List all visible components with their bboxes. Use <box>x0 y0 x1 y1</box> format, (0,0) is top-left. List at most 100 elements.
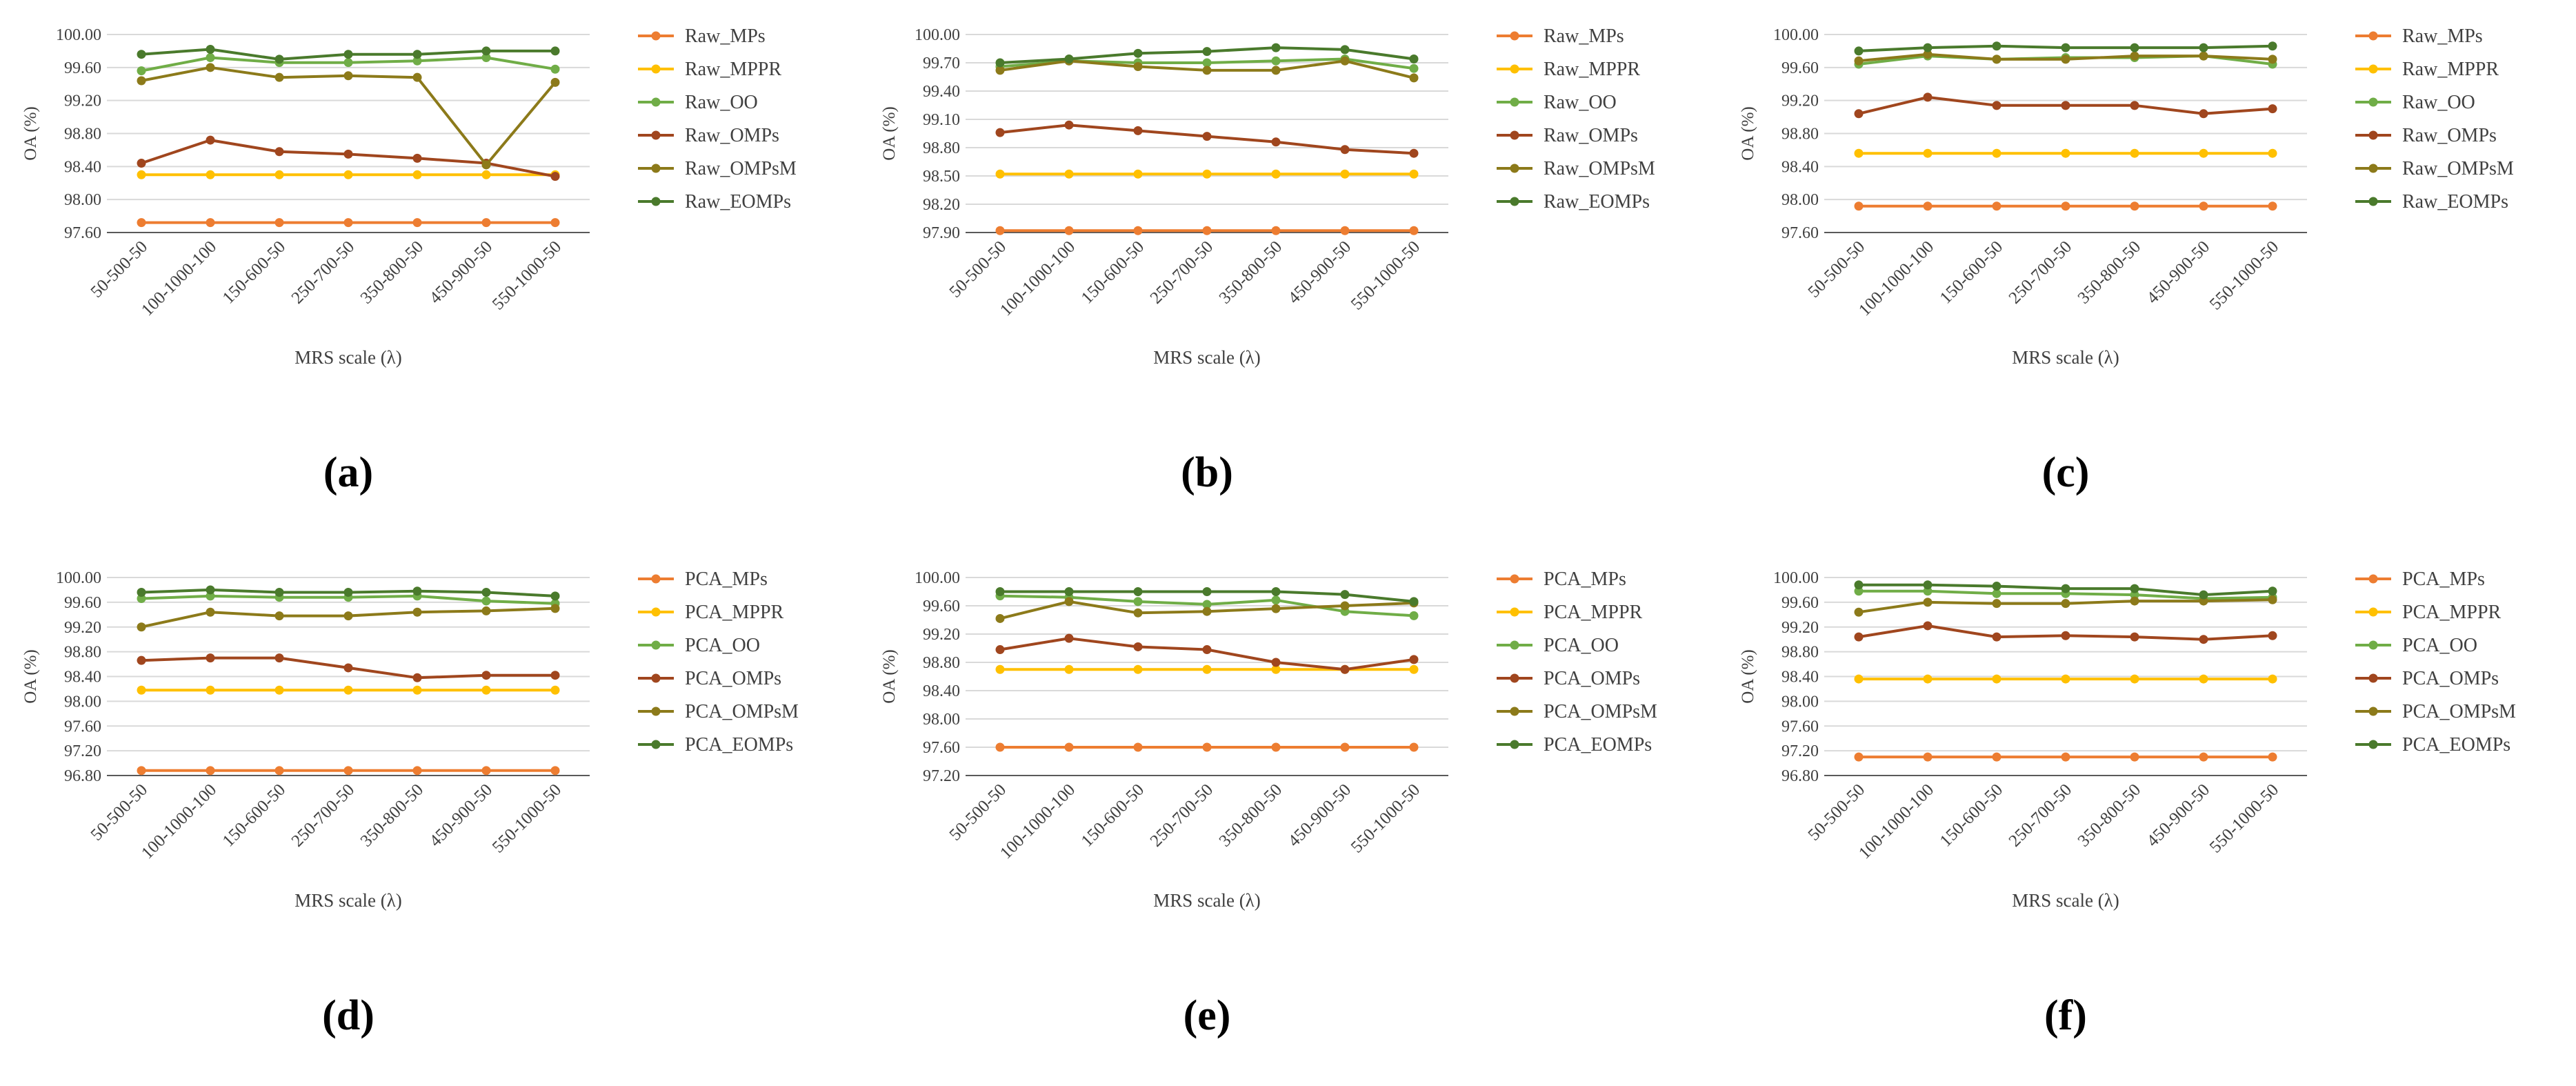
data-point-omps <box>274 653 284 663</box>
data-point-mps <box>343 218 353 228</box>
data-point-oo <box>1409 63 1419 73</box>
data-point-omps <box>137 159 146 168</box>
x-tick-label: 50-500-50 <box>88 237 152 302</box>
y-tick-label: 100.00 <box>915 569 960 587</box>
data-point-mppr <box>2268 148 2277 158</box>
x-tick-label: 350-800-50 <box>2075 237 2145 308</box>
legend-label: Raw_MPs <box>2402 26 2483 47</box>
legend-label: PCA_OMPs <box>685 668 781 689</box>
data-point-eomps <box>1854 46 1864 56</box>
data-point-mppr <box>1854 674 1864 684</box>
data-point-ompsm <box>1271 66 1281 75</box>
data-point-ompsm <box>550 77 560 87</box>
data-point-mps <box>1133 226 1143 235</box>
data-point-mppr <box>137 685 146 695</box>
data-point-ompsm <box>1923 50 1933 59</box>
legend-label: PCA_EOMPs <box>2402 734 2510 756</box>
data-point-omps <box>1409 148 1419 158</box>
y-tick-label: 97.60 <box>923 739 960 757</box>
y-axis-title: OA (%) <box>21 649 40 703</box>
data-point-eomps <box>2199 43 2208 52</box>
data-point-mps <box>2061 752 2070 762</box>
chart-svg: 97.60 98.00 98.40 98.80 99.20 99.60 100.00 50-5… <box>21 26 797 368</box>
x-tick-label: 150-600-50 <box>1937 237 2007 308</box>
data-point-omps <box>2268 631 2277 640</box>
y-tick-label: 98.80 <box>923 139 960 157</box>
data-point-ompsm <box>1133 61 1143 71</box>
legend-swatch-marker <box>1510 197 1519 206</box>
data-point-eomps <box>2130 584 2139 593</box>
y-tick-label: 99.20 <box>64 92 101 110</box>
data-point-omps <box>550 671 560 680</box>
data-point-omps <box>1340 145 1350 155</box>
data-point-mppr <box>1202 169 1212 179</box>
legend-swatch-marker <box>2368 31 2378 41</box>
data-point-ompsm <box>1202 606 1212 616</box>
y-tick-label: 97.90 <box>923 224 960 242</box>
y-tick-label: 99.20 <box>923 626 960 644</box>
data-point-oo <box>2130 590 2139 600</box>
x-tick-label: 50-500-50 <box>946 237 1010 302</box>
data-point-mps <box>481 766 491 776</box>
y-tick-label: 99.70 <box>923 55 960 72</box>
panel-label: (e) <box>1183 992 1231 1039</box>
x-tick-label: 350-800-50 <box>2075 780 2145 851</box>
x-tick-label: 450-900-50 <box>1285 780 1355 851</box>
y-tick-label: 98.40 <box>64 669 101 687</box>
legend-swatch-marker <box>1510 64 1519 74</box>
data-point-ompsm <box>2130 51 2139 61</box>
legend-label: PCA_EOMPs <box>685 734 793 756</box>
data-point-mps <box>412 218 422 228</box>
x-tick-label: 450-900-50 <box>426 237 497 308</box>
x-axis-title: MRS scale (λ) <box>1153 890 1261 911</box>
y-axis-title: OA (%) <box>880 106 899 160</box>
data-point-eomps <box>1202 47 1212 57</box>
data-point-mps <box>206 218 215 228</box>
data-point-ompsm <box>995 613 1005 623</box>
data-point-eomps <box>274 588 284 598</box>
data-point-eomps <box>274 55 284 64</box>
data-point-mps <box>2130 752 2139 762</box>
data-point-ompsm <box>1064 597 1074 606</box>
x-tick-label: 350-800-50 <box>1216 780 1286 851</box>
y-tick-label: 98.20 <box>923 196 960 214</box>
data-point-oo <box>1854 586 1864 596</box>
data-point-mppr <box>1923 148 1933 158</box>
data-point-mps <box>550 218 560 228</box>
x-tick-label: 550-1000-50 <box>2206 780 2282 856</box>
y-axis-title: OA (%) <box>1739 649 1757 703</box>
data-point-omps <box>2061 631 2070 640</box>
data-point-mps <box>1202 226 1212 235</box>
data-point-ompsm <box>206 607 215 617</box>
data-point-omps <box>2268 104 2277 114</box>
data-point-mppr <box>1992 148 2001 158</box>
legend-label: Raw_EOMPs <box>2402 191 2508 213</box>
legend-swatch-marker <box>651 740 661 749</box>
data-point-eomps <box>1854 580 1864 590</box>
legend-swatch-marker <box>1510 97 1519 107</box>
data-point-mps <box>2199 201 2208 211</box>
chart-svg: 97.90 98.20 98.50 98.80 99.10 99.40 99.70 100.0… <box>880 26 1655 368</box>
y-tick-label: 97.20 <box>923 767 960 785</box>
legend-swatch-marker <box>1510 164 1519 173</box>
x-axis-title: MRS scale (λ) <box>294 890 402 911</box>
data-point-mps <box>343 766 353 776</box>
y-tick-label: 98.00 <box>923 711 960 729</box>
y-tick-label: 98.80 <box>64 644 101 662</box>
y-tick-label: 99.60 <box>1781 594 1819 612</box>
y-tick-label: 97.60 <box>1781 718 1819 735</box>
data-point-omps <box>137 655 146 665</box>
data-point-eomps <box>2130 43 2139 52</box>
y-axis-title: OA (%) <box>1739 106 1757 160</box>
data-point-omps <box>343 149 353 159</box>
data-point-eomps <box>1064 55 1074 64</box>
data-point-oo <box>412 56 422 66</box>
x-axis-title: MRS scale (λ) <box>2012 347 2119 368</box>
legend-swatch-marker <box>1510 607 1519 617</box>
data-point-omps <box>995 645 1005 655</box>
data-point-eomps <box>2061 584 2070 593</box>
data-point-omps <box>1133 126 1143 135</box>
data-point-omps <box>481 671 491 680</box>
x-tick-label: 250-700-50 <box>288 780 359 851</box>
data-point-ompsm <box>1271 604 1281 613</box>
